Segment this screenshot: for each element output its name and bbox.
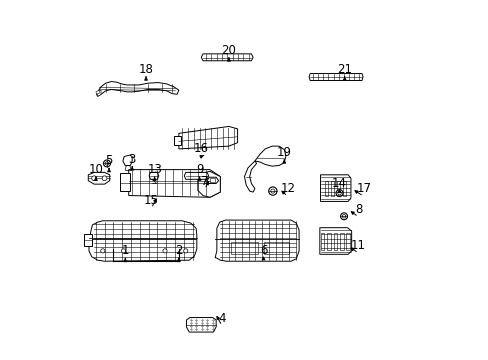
Polygon shape — [339, 233, 343, 250]
Polygon shape — [320, 175, 350, 202]
Circle shape — [102, 176, 107, 181]
Text: 5: 5 — [105, 154, 112, 167]
Polygon shape — [207, 177, 218, 184]
Polygon shape — [320, 233, 324, 250]
Text: 8: 8 — [354, 203, 362, 216]
Polygon shape — [120, 173, 129, 191]
Circle shape — [101, 249, 104, 253]
Circle shape — [92, 176, 97, 181]
Text: 4: 4 — [218, 312, 225, 325]
Polygon shape — [319, 228, 351, 254]
Circle shape — [105, 162, 108, 165]
Circle shape — [103, 160, 110, 167]
Polygon shape — [122, 155, 132, 166]
Text: 13: 13 — [147, 163, 162, 176]
Text: 10: 10 — [88, 163, 103, 176]
Polygon shape — [179, 126, 237, 149]
Text: 17: 17 — [355, 182, 370, 195]
Circle shape — [342, 215, 345, 218]
Polygon shape — [174, 136, 180, 145]
Text: 11: 11 — [350, 239, 366, 252]
Polygon shape — [97, 81, 179, 96]
Polygon shape — [184, 172, 208, 179]
Text: 18: 18 — [138, 63, 153, 76]
Polygon shape — [209, 178, 215, 183]
Polygon shape — [149, 172, 159, 179]
Polygon shape — [230, 242, 258, 254]
Text: 21: 21 — [337, 63, 351, 76]
Polygon shape — [336, 181, 340, 195]
Circle shape — [340, 213, 347, 220]
Polygon shape — [254, 146, 285, 166]
Text: 1: 1 — [122, 244, 129, 257]
Text: 16: 16 — [193, 143, 208, 156]
Text: 15: 15 — [143, 194, 158, 207]
Polygon shape — [83, 234, 92, 246]
Polygon shape — [96, 90, 100, 94]
Text: 12: 12 — [280, 182, 295, 195]
Polygon shape — [325, 181, 328, 195]
Polygon shape — [186, 318, 216, 332]
Polygon shape — [198, 171, 220, 197]
Circle shape — [337, 192, 341, 195]
Text: 14: 14 — [331, 177, 346, 190]
Polygon shape — [346, 233, 349, 250]
Circle shape — [270, 189, 274, 193]
Text: 20: 20 — [221, 44, 236, 57]
Polygon shape — [201, 54, 253, 61]
Circle shape — [268, 187, 276, 195]
Polygon shape — [128, 170, 220, 197]
Circle shape — [335, 190, 342, 197]
Polygon shape — [98, 90, 101, 96]
Polygon shape — [326, 233, 330, 250]
Text: 7: 7 — [201, 175, 208, 188]
Polygon shape — [88, 172, 109, 184]
Polygon shape — [244, 161, 256, 192]
Polygon shape — [89, 221, 196, 261]
Polygon shape — [333, 233, 336, 250]
Text: 3: 3 — [128, 153, 136, 166]
Polygon shape — [330, 181, 334, 195]
Text: 2: 2 — [175, 244, 182, 257]
Circle shape — [163, 249, 167, 253]
Text: 19: 19 — [276, 146, 291, 159]
Text: 9: 9 — [195, 163, 203, 176]
Circle shape — [183, 249, 187, 253]
Polygon shape — [215, 220, 299, 261]
Polygon shape — [263, 242, 289, 254]
Text: 6: 6 — [259, 244, 267, 257]
Polygon shape — [342, 181, 346, 195]
Polygon shape — [308, 73, 362, 81]
Circle shape — [121, 249, 125, 253]
